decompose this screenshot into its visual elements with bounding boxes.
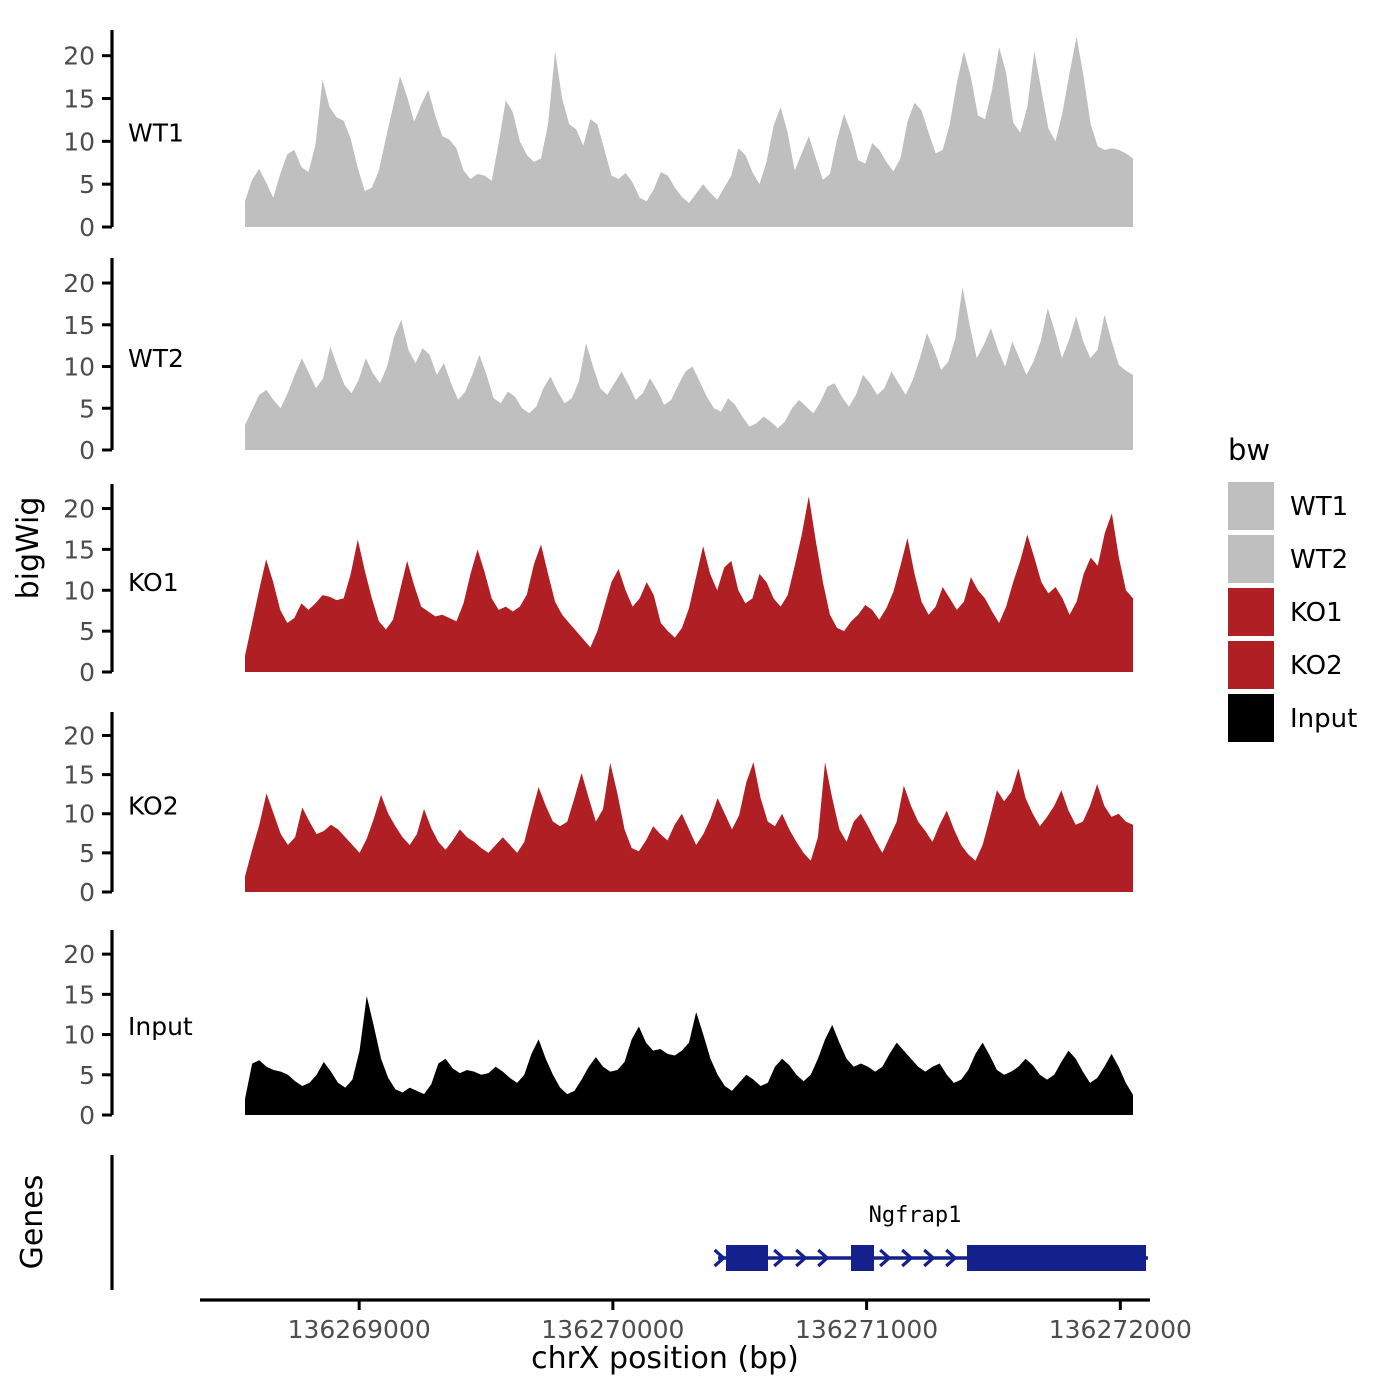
y-tick-label: 0 (79, 878, 95, 907)
outer-axis-labels: bigWig Genes (11, 497, 50, 1270)
gene-name-label: Ngfrap1 (869, 1203, 962, 1228)
legend-swatch (1228, 694, 1274, 742)
legend-item-ko2[interactable]: KO2 (1228, 641, 1343, 689)
x-tick-label: 136272000 (1049, 1315, 1192, 1344)
track-panel-input: 0 5 10 15 20 Input (63, 930, 1133, 1130)
legend-label: KO1 (1290, 598, 1343, 628)
x-axis: 136269000 136270000 136271000 136272000 chrX… (200, 1298, 1192, 1376)
gene-strand-arrow-icon (713, 1248, 727, 1268)
legend-swatch (1228, 482, 1274, 530)
track-area-ko1 (245, 496, 1133, 672)
y-tick-label: 15 (63, 311, 95, 340)
legend: bw WT1 WT2 KO1 KO2 Input (1228, 433, 1357, 742)
legend-swatch (1228, 535, 1274, 583)
gene-strand-arrow-icon (901, 1248, 914, 1268)
legend-swatch (1228, 588, 1274, 636)
legend-label: Input (1290, 704, 1357, 734)
y-tick-label: 15 (63, 761, 95, 790)
y-tick-label: 5 (79, 170, 95, 199)
legend-item-ko1[interactable]: KO1 (1228, 588, 1343, 636)
gene-strand-arrow-icon (879, 1248, 892, 1268)
genes-axis-title: Genes (15, 1175, 50, 1270)
y-tick-label: 15 (63, 85, 95, 114)
gene-strand-arrow-icon (945, 1248, 958, 1268)
y-tick-label: 0 (79, 436, 95, 465)
y-tick-label: 20 (63, 42, 95, 71)
gene-strand-arrow-icon (773, 1248, 786, 1268)
y-tick-label: 20 (63, 721, 95, 750)
gene-strand-arrow-icon (923, 1248, 936, 1268)
x-tick-label: 136269000 (288, 1315, 431, 1344)
y-tick-label: 0 (79, 1101, 95, 1130)
track-panels: 0 5 10 15 20 WT1 0 5 10 15 20 WT2 0 5 10 15 20 KO1 0 5 10 15 2… (63, 30, 1133, 1130)
y-tick-label: 0 (79, 213, 95, 242)
y-tick-label: 5 (79, 839, 95, 868)
legend-swatch (1228, 641, 1274, 689)
track-panel-wt2: 0 5 10 15 20 WT2 (63, 258, 1133, 465)
y-tick-label: 5 (79, 617, 95, 646)
gene-exon-block (851, 1245, 874, 1271)
legend-item-wt2[interactable]: WT2 (1228, 535, 1348, 583)
track-panel-ko1: 0 5 10 15 20 KO1 (63, 484, 1133, 687)
gene-strand-arrow-icon (795, 1248, 808, 1268)
x-tick-label: 136271000 (795, 1315, 938, 1344)
track-area-input (245, 995, 1133, 1115)
track-row-label: Input (128, 1012, 193, 1041)
track-row-label: WT1 (128, 118, 184, 147)
y-tick-label: 10 (63, 800, 95, 829)
y-tick-label: 5 (79, 394, 95, 423)
track-area-wt2 (245, 287, 1133, 450)
track-area-ko2 (245, 762, 1133, 892)
gene-strand-arrow-icon (817, 1248, 830, 1268)
y-tick-label: 0 (79, 658, 95, 687)
y-tick-label: 10 (63, 576, 95, 605)
gene-exon-block (967, 1245, 1146, 1271)
y-tick-label: 20 (63, 495, 95, 524)
y-tick-label: 15 (63, 980, 95, 1009)
track-panel-wt1: 0 5 10 15 20 WT1 (63, 30, 1133, 242)
legend-item-wt1[interactable]: WT1 (1228, 482, 1348, 530)
y-tick-label: 5 (79, 1061, 95, 1090)
y-tick-label: 10 (63, 127, 95, 156)
y-tick-label: 10 (63, 1021, 95, 1050)
x-axis-title: chrX position (bp) (531, 1341, 799, 1376)
track-row-label: KO1 (128, 568, 179, 597)
track-panel-ko2: 0 5 10 15 20 KO2 (63, 712, 1133, 907)
track-row-label: KO2 (128, 792, 179, 821)
y-tick-label: 20 (63, 269, 95, 298)
track-row-label: WT2 (128, 344, 184, 373)
gene-exon-block (726, 1245, 768, 1271)
bigwig-axis-title: bigWig (11, 497, 46, 600)
legend-title: bw (1228, 433, 1270, 467)
legend-label: WT1 (1290, 492, 1348, 522)
legend-item-input[interactable]: Input (1228, 694, 1357, 742)
legend-label: WT2 (1290, 545, 1348, 575)
genes-panel: Ngfrap1 (110, 1155, 1148, 1290)
x-tick-label: 136270000 (541, 1315, 684, 1344)
y-tick-label: 10 (63, 353, 95, 382)
track-area-wt1 (245, 36, 1133, 227)
y-tick-label: 20 (63, 940, 95, 969)
y-tick-label: 15 (63, 535, 95, 564)
legend-label: KO2 (1290, 651, 1343, 681)
